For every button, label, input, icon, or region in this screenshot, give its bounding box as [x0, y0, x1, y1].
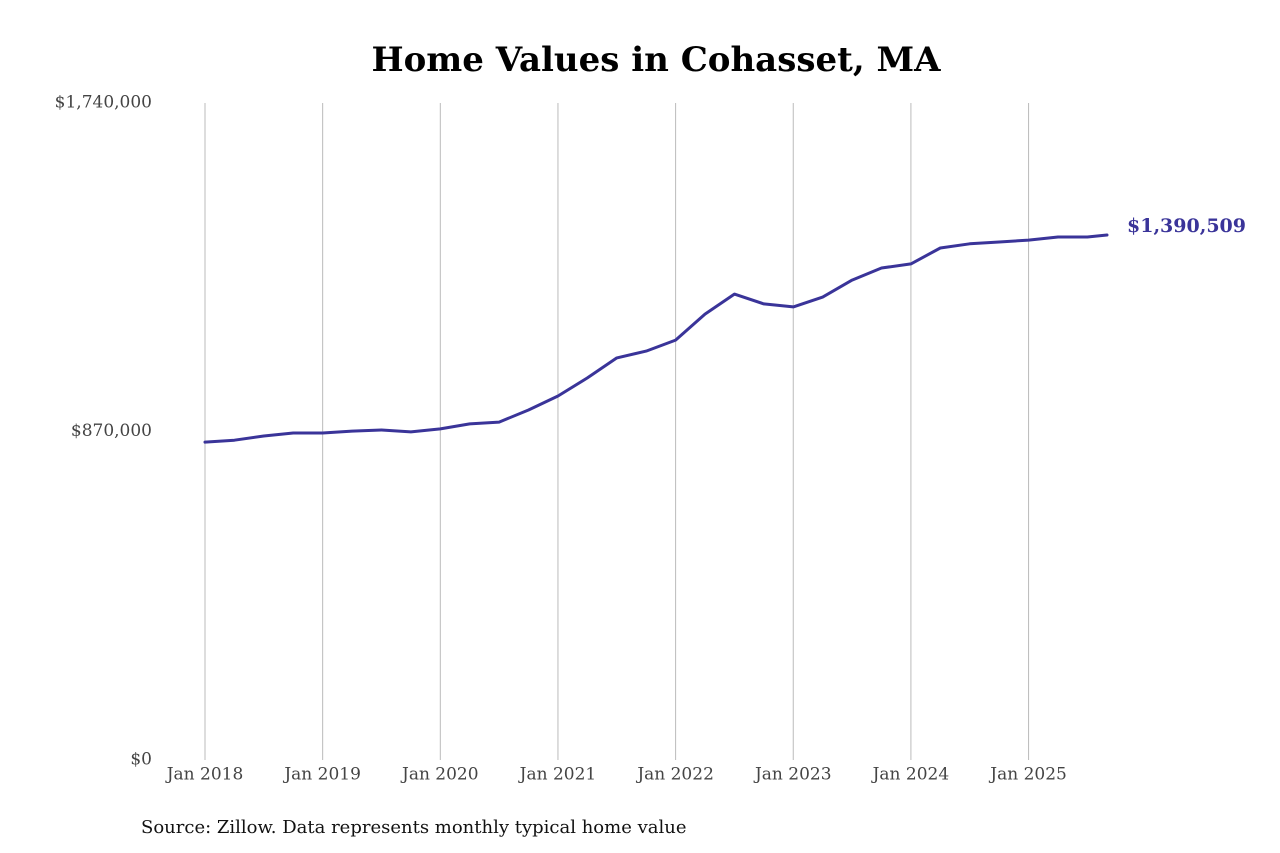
x-tick-label: Jan 2020	[400, 765, 479, 785]
chart-title: Home Values in Cohasset, MA	[371, 40, 941, 80]
line	[203, 233, 1109, 444]
y-tick-label: $0	[130, 750, 152, 770]
end-value-label: $1,390,509	[1127, 215, 1246, 237]
x-tick-label: Jan 2022	[635, 765, 714, 785]
x-tick-label: Jan 2019	[282, 765, 361, 785]
x-tick-label: Jan 2023	[753, 765, 832, 785]
x-tick-label: Jan 2018	[165, 765, 244, 785]
x-tick-label: Jan 2024	[871, 765, 950, 785]
x-tick-label: Jan 2025	[988, 765, 1067, 785]
y-tick-label: $1,740,000	[55, 93, 152, 113]
x-tick-label: Jan 2021	[518, 765, 597, 785]
y-tick-label: $870,000	[71, 421, 152, 441]
source-note: Source: Zillow. Data represents monthly …	[141, 817, 687, 838]
